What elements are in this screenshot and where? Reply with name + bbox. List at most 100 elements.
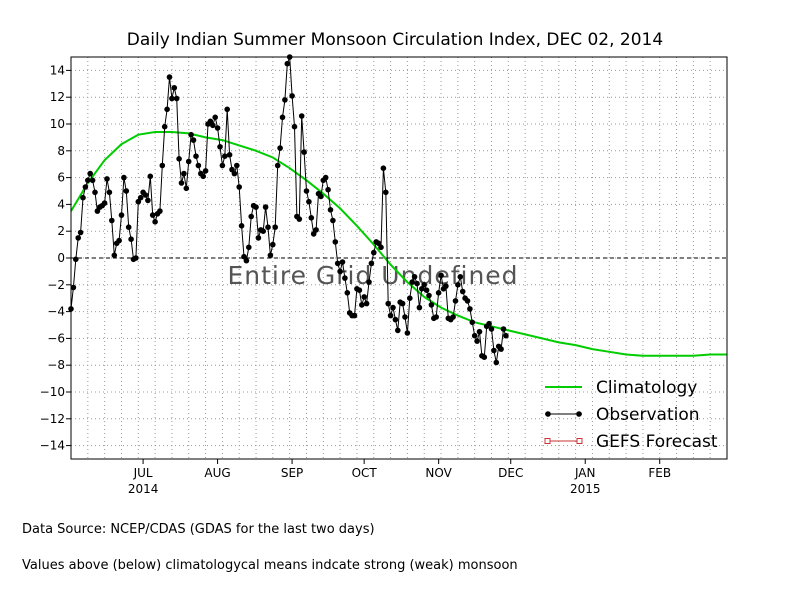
observation-point (385, 300, 392, 307)
observation-point (248, 213, 254, 220)
observation-point (238, 223, 245, 229)
observation-point (289, 93, 295, 99)
observation-point (291, 123, 298, 130)
observation-point (387, 312, 394, 319)
observation-point (178, 180, 185, 186)
observation-point (471, 332, 478, 339)
axes: −14 −12 −10 −8 −6 −4 −2 0 2 4 6 8 10 12 14 JUL 2014 AUG SE… (40, 63, 671, 496)
observation-point (277, 145, 283, 151)
observation-point (157, 208, 163, 214)
y-tick-label: 6 (57, 171, 65, 185)
observation-point (469, 319, 476, 326)
observation-point (77, 229, 84, 236)
interpretation-note: Values above (below) climatologycal mean… (22, 558, 518, 573)
observation-point (356, 287, 363, 294)
observation-point (137, 194, 144, 201)
y-tick-label: −8 (47, 358, 65, 372)
observation-point (262, 204, 269, 210)
observation-point (498, 346, 504, 352)
observation-point (188, 131, 194, 138)
legend: Climatology Observation GEFS Forecast (544, 378, 718, 452)
legend-label-climatology: Climatology (596, 378, 697, 398)
observation-point (128, 236, 134, 242)
observation-point (147, 173, 154, 180)
observation-point (359, 302, 365, 308)
observation-point (253, 204, 259, 210)
observation-point (380, 165, 387, 171)
observation-point (416, 304, 423, 311)
observation-point (464, 298, 471, 304)
observation-point (80, 194, 86, 201)
observation-point (217, 144, 223, 150)
observation-point (428, 302, 435, 308)
x-tick-label: JUL (133, 466, 153, 480)
observation-point (313, 227, 319, 233)
observation-point (342, 275, 348, 281)
observation-point (176, 156, 182, 162)
observation-point (399, 300, 406, 307)
observation-point (421, 282, 428, 288)
observation-point (173, 95, 180, 102)
observation-point (414, 280, 420, 287)
y-tick-label: 2 (57, 224, 65, 238)
y-tick-label: 4 (57, 197, 65, 211)
observation-point (438, 272, 444, 279)
observation-point (435, 290, 442, 296)
observation-point (443, 283, 449, 289)
observation-point (344, 290, 351, 296)
x-tick-label: OCT (352, 466, 378, 480)
observation-point (193, 153, 199, 159)
observation-point (265, 224, 271, 230)
observation-point (272, 224, 279, 230)
y-tick-label: 8 (57, 144, 65, 158)
observation-point (351, 312, 358, 319)
observation-point (270, 241, 276, 248)
observation-point (104, 176, 110, 182)
observation-point (171, 85, 178, 91)
observation-point (164, 106, 170, 113)
observation-point (301, 149, 307, 155)
observation-point (491, 347, 497, 354)
observation-point (106, 189, 113, 196)
y-tick-label: 0 (57, 251, 65, 265)
legend-label-observation: Observation (596, 405, 700, 425)
observation-point (467, 306, 473, 312)
observation-point (409, 279, 416, 285)
chart-title: Daily Indian Summer Monsoon Circulation … (127, 30, 663, 50)
observation-point (493, 359, 500, 366)
observation-point (145, 197, 151, 204)
observation-point (392, 316, 399, 323)
observation-point (330, 217, 336, 224)
observation-point (337, 268, 343, 275)
observation-point (303, 188, 310, 194)
observation-point (75, 235, 81, 241)
observation-point (101, 200, 108, 206)
observation-point (231, 170, 238, 177)
observation-point (282, 97, 288, 103)
observation-point (125, 224, 132, 230)
observation-point (308, 215, 315, 221)
observation-point (450, 314, 456, 320)
observation-point (166, 74, 173, 80)
observation-point (200, 173, 206, 180)
y-tick-label: −10 (40, 385, 65, 399)
observation-point (404, 330, 411, 336)
observation-point (383, 189, 389, 196)
observation-point (246, 244, 252, 251)
observation-point (402, 314, 408, 320)
observation-point (123, 188, 130, 194)
observation-point (236, 184, 242, 190)
observation-point (82, 184, 89, 190)
x-tick-label: JAN (574, 466, 596, 480)
observation-point (169, 95, 175, 102)
observation-point (296, 216, 303, 222)
legend-marker-observation (545, 411, 551, 417)
observation-point (411, 274, 418, 280)
observation-point (363, 300, 370, 307)
observation-point (243, 257, 250, 264)
observation-point (395, 327, 401, 334)
observation-point (457, 274, 464, 280)
observation-point (212, 114, 218, 121)
climatology-line (70, 131, 727, 357)
observation-point (339, 259, 346, 265)
